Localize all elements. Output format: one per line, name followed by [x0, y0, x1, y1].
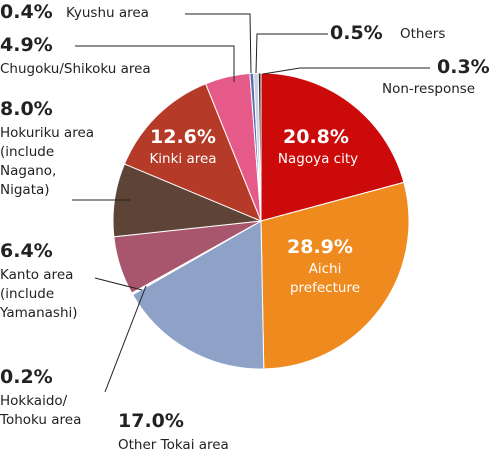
value-label: 20.8%	[283, 126, 349, 148]
value-label: 4.9%	[0, 34, 53, 56]
pie-slice	[260, 181, 410, 370]
value-label: 8.0%	[0, 98, 53, 120]
pie-slice	[260, 72, 405, 222]
category-label: Kyushu area	[66, 5, 149, 21]
category-label: Other Tokai area	[118, 437, 229, 453]
category-label: Aichi prefecture	[289, 261, 361, 296]
leader-line	[185, 13, 252, 74]
pie-slice	[123, 83, 262, 222]
value-label: 6.4%	[0, 240, 53, 262]
value-label: 12.6%	[150, 126, 216, 148]
value-label: 28.9%	[287, 236, 353, 258]
value-label: 0.3%	[437, 56, 490, 78]
leader-line	[262, 67, 430, 75]
leader-line	[104, 285, 147, 393]
value-label: 17.0%	[118, 410, 184, 432]
category-label: Kanto area (include Yamanashi)	[0, 267, 78, 321]
value-label: 0.4%	[0, 1, 53, 23]
category-label: Hokuriku area (include Nagano, Nigata)	[0, 125, 95, 198]
category-label: Chugoku/Shikoku area	[0, 61, 151, 77]
category-label: Non-response	[382, 81, 476, 97]
category-label: Kinki area	[149, 151, 217, 167]
category-label: Nagoya city	[277, 151, 359, 167]
leader-line	[94, 277, 143, 291]
category-label: Hokkaido/ Tohoku area	[0, 393, 82, 428]
leader-line	[255, 33, 328, 74]
pie-slice	[257, 72, 262, 222]
leader-line	[75, 45, 235, 82]
category-label: Others	[400, 26, 446, 42]
value-label: 0.5%	[330, 22, 383, 44]
pie-slice	[131, 220, 265, 370]
value-label: 0.2%	[0, 366, 53, 388]
